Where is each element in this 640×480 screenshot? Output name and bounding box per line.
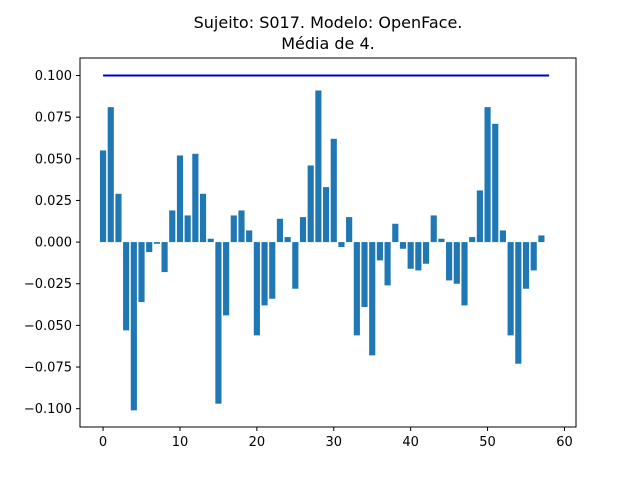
bar — [369, 242, 376, 356]
bar — [169, 210, 176, 243]
bar — [307, 165, 314, 243]
bar — [461, 242, 468, 306]
bar — [123, 242, 130, 331]
bar — [130, 242, 137, 411]
bar — [323, 187, 330, 243]
y-tick-label: 0.050 — [35, 152, 72, 167]
bar — [176, 155, 184, 243]
bar — [161, 242, 168, 273]
chart-title-line-1: Sujeito: S017. Modelo: OpenFace. — [194, 13, 463, 32]
bar — [392, 223, 399, 243]
bar — [469, 237, 476, 243]
y-tick-label: 0.075 — [35, 111, 72, 126]
bar — [246, 230, 253, 243]
bar — [215, 242, 222, 404]
bar — [292, 242, 299, 289]
bar — [330, 138, 337, 243]
bar — [446, 242, 453, 281]
y-tick-label: −0.075 — [24, 361, 72, 376]
bar — [492, 123, 499, 243]
bar — [361, 242, 368, 308]
bar — [99, 150, 107, 243]
y-tick-label: −0.050 — [24, 319, 72, 334]
bar — [353, 242, 360, 336]
bar — [384, 242, 391, 286]
bar — [115, 193, 122, 243]
y-tick-label: 0.000 — [35, 236, 72, 251]
bar — [484, 107, 491, 243]
bar — [538, 235, 545, 243]
x-axis: 0 10 20 30 40 50 60 — [99, 427, 573, 450]
bar — [530, 242, 537, 271]
bar — [276, 218, 284, 243]
bar — [253, 242, 260, 336]
bars-group — [99, 90, 545, 411]
x-tick-label: 10 — [172, 435, 189, 450]
bar — [376, 242, 383, 261]
bar — [422, 242, 430, 264]
bar — [192, 153, 199, 243]
bar — [261, 242, 268, 306]
x-tick-label: 30 — [325, 435, 342, 450]
bar — [338, 242, 345, 248]
bar — [430, 215, 437, 243]
bar — [207, 238, 214, 243]
x-tick-label: 60 — [556, 435, 573, 450]
bar — [299, 217, 307, 243]
bar — [346, 217, 353, 243]
bar — [284, 237, 291, 243]
bar — [223, 242, 230, 316]
x-tick-label: 0 — [99, 435, 107, 450]
bar — [476, 190, 483, 243]
bar — [138, 242, 145, 303]
bar — [107, 107, 114, 243]
bar — [399, 242, 407, 249]
bar — [315, 90, 322, 243]
bar — [269, 242, 276, 299]
bar — [407, 242, 414, 269]
bar — [507, 242, 514, 336]
x-tick-label: 50 — [479, 435, 496, 450]
bar — [230, 215, 237, 243]
bar — [438, 238, 445, 243]
bar — [146, 242, 153, 253]
y-tick-label: −0.100 — [24, 402, 72, 417]
chart-title-line-2: Média de 4. — [281, 34, 375, 53]
bar — [515, 242, 522, 364]
bar — [415, 242, 422, 271]
bar — [453, 242, 460, 284]
y-tick-label: 0.025 — [35, 194, 72, 209]
y-axis: 0.100 0.075 0.050 0.025 0.000 −0.025 −0.050 −0.… — [24, 69, 80, 417]
x-tick-label: 20 — [249, 435, 266, 450]
bar — [499, 230, 507, 243]
bar — [199, 193, 207, 243]
bar — [184, 215, 191, 243]
x-tick-label: 40 — [402, 435, 419, 450]
y-tick-label: −0.025 — [24, 277, 72, 292]
bar — [522, 242, 530, 289]
bar — [153, 242, 160, 244]
bar — [238, 210, 245, 243]
y-tick-label: 0.100 — [35, 69, 72, 84]
